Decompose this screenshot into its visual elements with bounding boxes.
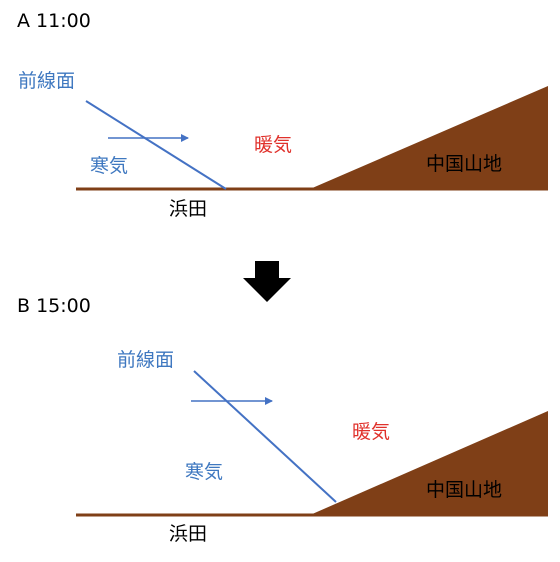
mountain-a	[310, 86, 548, 189]
mountain-label-a: 中国山地	[426, 153, 503, 175]
front-surface-line-b	[193, 370, 337, 503]
cold-air-label-a: 寒気	[90, 155, 129, 177]
front-surface-line-a	[85, 100, 227, 190]
cold-air-label-b: 寒気	[185, 461, 224, 483]
panel-a	[76, 86, 548, 191]
place-label-b: 浜田	[169, 523, 208, 545]
warm-air-label-a: 暖気	[254, 134, 293, 156]
mountain-label-b: 中国山地	[426, 479, 503, 501]
mountain-b	[310, 411, 548, 515]
place-label-a: 浜田	[169, 198, 208, 220]
panel-b	[76, 370, 548, 517]
arrow-down-icon	[243, 261, 291, 302]
front-surface-label-b: 前線面	[117, 349, 175, 371]
panel-title-a: A 11:00	[17, 10, 91, 32]
panel-title-b: B 15:00	[17, 295, 91, 317]
front-surface-label-a: 前線面	[18, 70, 76, 92]
warm-air-label-b: 暖気	[352, 421, 391, 443]
